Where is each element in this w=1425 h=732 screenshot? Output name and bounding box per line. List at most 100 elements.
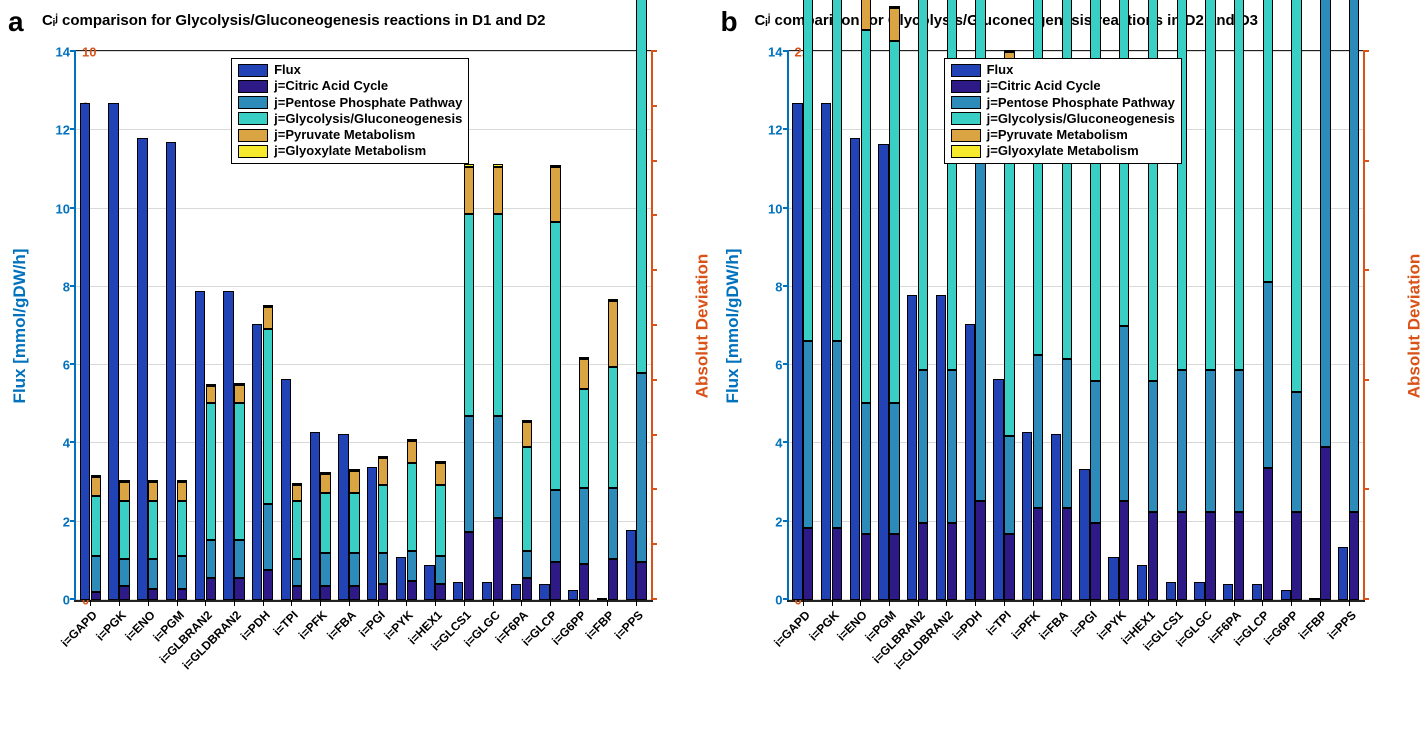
deviation-seg-gly bbox=[206, 403, 216, 540]
deviation-seg-gly bbox=[1263, 0, 1273, 282]
legend-item: j=Pyruvate Metabolism bbox=[238, 127, 462, 143]
deviation-seg-pyr bbox=[234, 385, 244, 403]
legend-item: j=Pyruvate Metabolism bbox=[951, 127, 1175, 143]
legend-label: j=Glyoxylate Metabolism bbox=[274, 143, 426, 159]
deviation-seg-glx bbox=[493, 164, 503, 167]
deviation-seg-cac bbox=[522, 578, 532, 600]
gridline bbox=[789, 286, 1364, 287]
deviation-seg-ppp bbox=[234, 540, 244, 578]
deviation-bar bbox=[234, 384, 244, 600]
flux-bar bbox=[482, 582, 492, 600]
legend-label: j=Glyoxylate Metabolism bbox=[987, 143, 1139, 159]
y2-tick-mark bbox=[1363, 488, 1369, 490]
deviation-seg-glx bbox=[320, 472, 330, 474]
x-label: i=PFK bbox=[296, 608, 330, 642]
deviation-seg-cac bbox=[1349, 512, 1359, 600]
x-tick-mark bbox=[1205, 600, 1206, 606]
y1-tick-mark bbox=[70, 207, 76, 209]
deviation-seg-cac bbox=[1234, 512, 1244, 600]
x-label: i=PGK bbox=[806, 608, 842, 644]
x-tick-mark bbox=[119, 600, 120, 606]
deviation-seg-gly bbox=[861, 30, 871, 403]
y1-tick-mark bbox=[70, 128, 76, 130]
legend-label: j=Pyruvate Metabolism bbox=[274, 127, 415, 143]
y1-tick: 2 bbox=[749, 514, 783, 529]
y1-tick: 2 bbox=[36, 514, 70, 529]
deviation-seg-gly bbox=[803, 0, 813, 341]
y2-tick-mark bbox=[651, 50, 657, 52]
deviation-bar bbox=[608, 300, 618, 600]
x-label: i=TPI bbox=[983, 608, 1013, 638]
x-label: i=FBA bbox=[1037, 608, 1072, 643]
deviation-seg-ppp bbox=[1291, 392, 1301, 513]
deviation-seg-ppp bbox=[148, 559, 158, 589]
deviation-seg-pyr bbox=[579, 359, 589, 389]
deviation-seg-pyr bbox=[522, 422, 532, 447]
x-label: i=PPS bbox=[1324, 608, 1358, 642]
deviation-seg-ppp bbox=[861, 403, 871, 535]
x-tick-mark bbox=[177, 600, 178, 606]
x-label: i=ENO bbox=[122, 608, 158, 644]
legend-label: j=Glycolysis/Gluconeogenesis bbox=[987, 111, 1175, 127]
x-tick-mark bbox=[860, 600, 861, 606]
y1-tick: 0 bbox=[749, 593, 783, 608]
deviation-seg-ppp bbox=[522, 551, 532, 578]
x-tick-mark bbox=[378, 600, 379, 606]
flux-bar bbox=[1051, 434, 1061, 600]
legend-swatch bbox=[951, 129, 981, 142]
flux-bar bbox=[1338, 547, 1348, 600]
flux-bar bbox=[1079, 469, 1089, 600]
deviation-seg-cac bbox=[407, 581, 417, 600]
deviation-bar bbox=[1234, 0, 1244, 600]
deviation-seg-glx bbox=[550, 165, 560, 167]
deviation-seg-ppp bbox=[378, 553, 388, 583]
deviation-seg-cac bbox=[1320, 447, 1330, 600]
deviation-seg-pyr bbox=[320, 474, 330, 493]
x-label: i=FBP bbox=[583, 608, 617, 642]
gridline bbox=[789, 599, 1364, 600]
legend-swatch bbox=[238, 112, 268, 125]
flux-bar bbox=[1166, 582, 1176, 600]
deviation-seg-ppp bbox=[1090, 381, 1100, 523]
panel-title-a: Cᵢʲ comparison for Glycolysis/Gluconeoge… bbox=[42, 12, 673, 29]
x-label: i=ENO bbox=[835, 608, 871, 644]
deviation-seg-gly bbox=[579, 389, 589, 488]
deviation-bar bbox=[292, 483, 302, 600]
x-tick-mark bbox=[464, 600, 465, 606]
deviation-seg-cac bbox=[263, 570, 273, 600]
deviation-seg-pyr bbox=[435, 463, 445, 485]
y1-tick-mark bbox=[70, 50, 76, 52]
y1-tick: 8 bbox=[36, 279, 70, 294]
deviation-seg-glx bbox=[234, 383, 244, 385]
deviation-seg-ppp bbox=[407, 551, 417, 581]
deviation-seg-glx bbox=[407, 439, 417, 441]
deviation-seg-glx bbox=[263, 305, 273, 307]
legend-item: Flux bbox=[951, 62, 1175, 78]
x-tick-mark bbox=[493, 600, 494, 606]
y2-tick-mark bbox=[651, 543, 657, 545]
figure: a Cᵢʲ comparison for Glycolysis/Gluconeo… bbox=[0, 0, 1425, 732]
x-tick-mark bbox=[636, 600, 637, 606]
y2-tick-mark bbox=[651, 379, 657, 381]
legend-label: j=Glycolysis/Gluconeogenesis bbox=[274, 111, 462, 127]
flux-bar bbox=[1281, 590, 1291, 600]
x-tick-mark bbox=[148, 600, 149, 606]
y2-tick-mark bbox=[1363, 50, 1369, 52]
deviation-seg-gly bbox=[464, 214, 474, 417]
deviation-seg-cac bbox=[636, 562, 646, 600]
deviation-seg-cac bbox=[206, 578, 216, 600]
deviation-seg-cac bbox=[861, 534, 871, 600]
deviation-bar bbox=[349, 470, 359, 600]
y1-label: Flux [mmol/gDW/h] bbox=[723, 249, 743, 404]
deviation-seg-cac bbox=[320, 586, 330, 600]
deviation-seg-cac bbox=[1119, 501, 1129, 600]
deviation-seg-gly bbox=[148, 501, 158, 559]
deviation-seg-glx bbox=[522, 420, 532, 422]
deviation-seg-ppp bbox=[292, 559, 302, 586]
deviation-seg-pyr bbox=[148, 482, 158, 501]
gridline bbox=[789, 208, 1364, 209]
y2-tick: 10 bbox=[82, 45, 118, 60]
y2-label: Absolut Deviation bbox=[693, 254, 713, 399]
deviation-bar bbox=[177, 481, 187, 600]
x-tick-mark bbox=[291, 600, 292, 606]
